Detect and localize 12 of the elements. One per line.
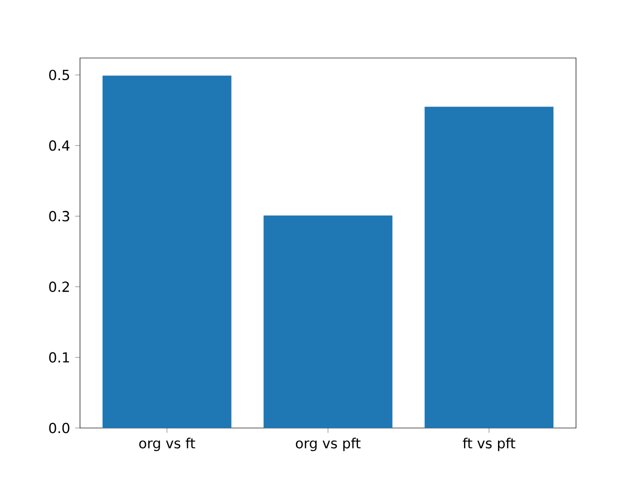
y-tick-label: 0.1 [49, 352, 69, 363]
x-tick-label: org vs ft [139, 438, 196, 452]
y-tick-label: 0.2 [49, 282, 69, 292]
bar [102, 76, 232, 428]
y-tick-label: 0.0 [49, 422, 70, 434]
y-tick-label: 0.3 [49, 210, 70, 222]
y-tick-label: 0.4 [49, 140, 70, 151]
x-tick-label: org vs pft [296, 438, 361, 452]
bar [264, 215, 392, 428]
x-tick-label: ft vs pft [462, 438, 516, 452]
y-tick-label: 0.5 [49, 70, 70, 80]
bar [424, 106, 554, 428]
